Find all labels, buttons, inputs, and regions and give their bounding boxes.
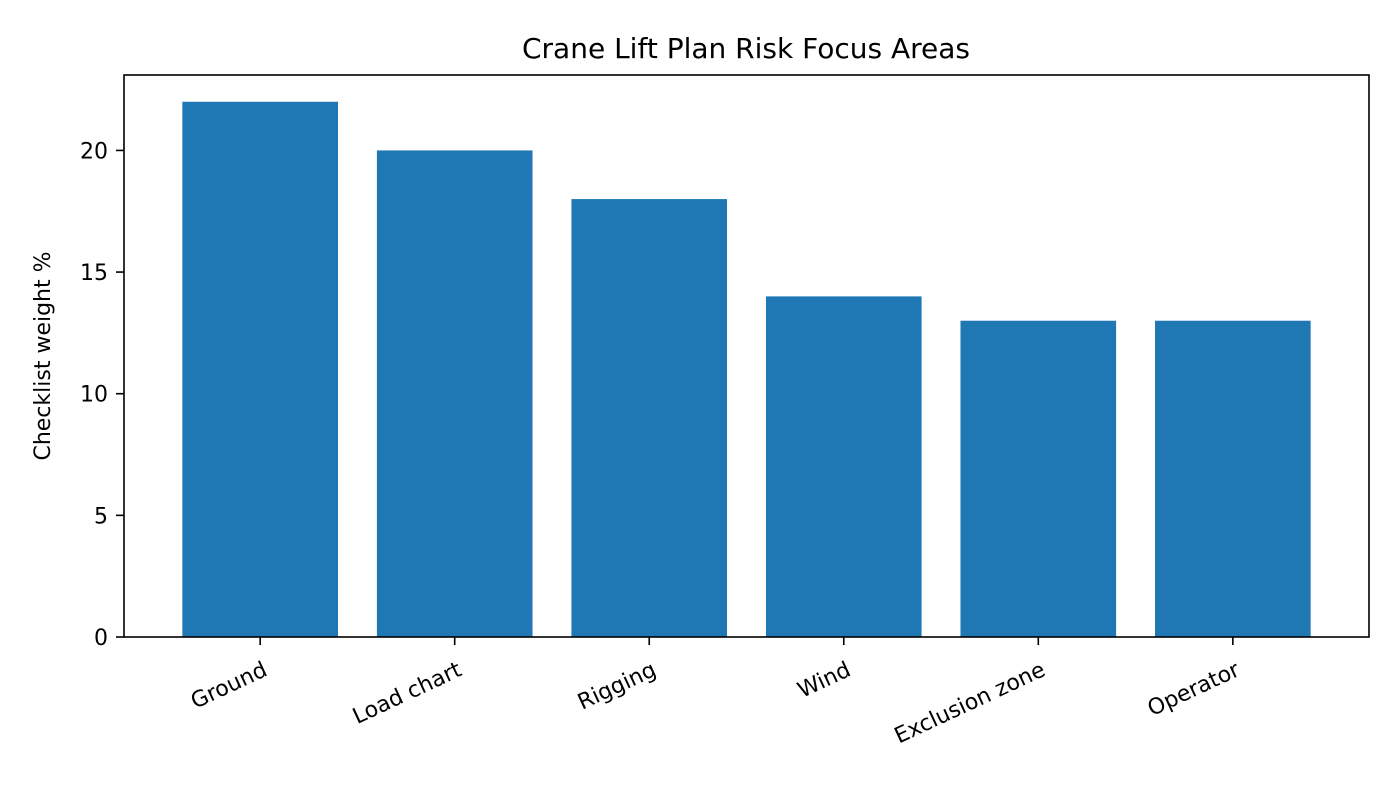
y-tick-label-20: 20	[80, 139, 108, 164]
bars	[182, 101, 1311, 638]
bar-load-chart	[376, 150, 533, 638]
y-tick-label-5: 5	[94, 504, 108, 529]
y-axis-label: Checklist weight %	[31, 251, 56, 460]
bar-wind	[765, 296, 922, 637]
y-axis-ticks: 0 5 10 15 20	[80, 139, 124, 651]
bar-operator	[1155, 320, 1311, 637]
plot-frame	[123, 74, 1370, 638]
y-tick-label-15: 15	[80, 261, 108, 286]
y-tick-label-0: 0	[94, 626, 108, 651]
bar-ground	[182, 101, 338, 637]
bar-exclusion-zone	[960, 320, 1117, 637]
bar-rigging	[571, 199, 728, 637]
y-tick-label-10: 10	[80, 383, 108, 408]
chart-title: Crane Lift Plan Risk Focus Areas	[522, 32, 970, 65]
